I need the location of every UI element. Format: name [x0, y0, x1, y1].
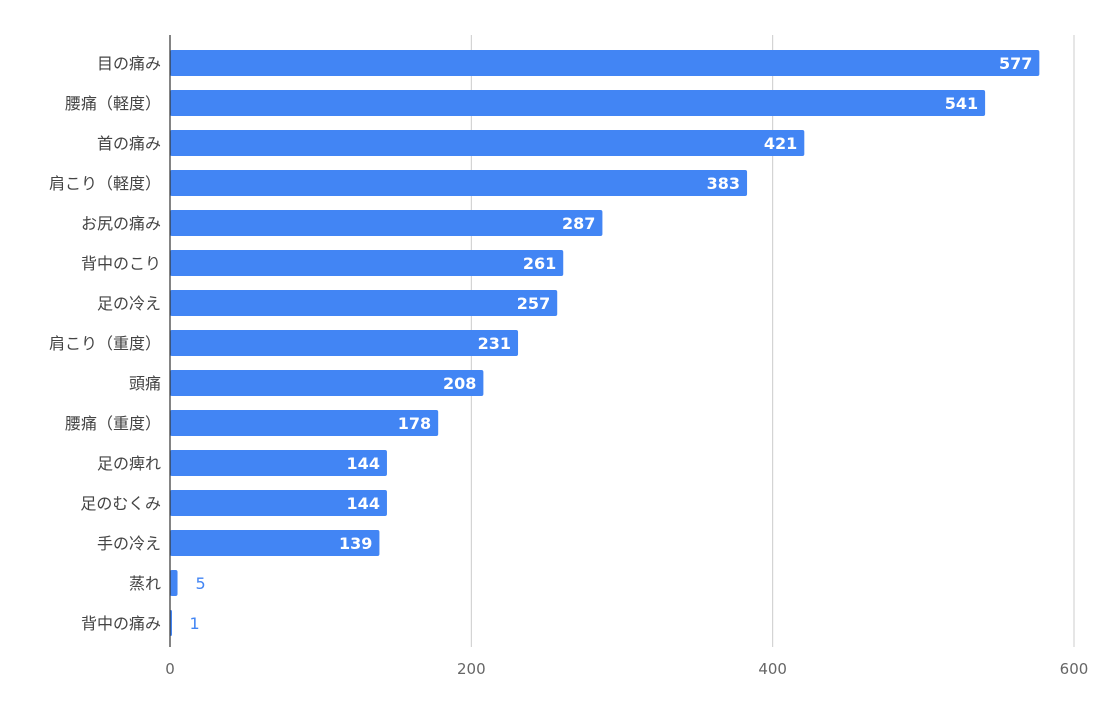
data-label-14: 5 [196, 574, 206, 593]
bar-6 [170, 250, 564, 276]
data-label-13: 139 [339, 534, 372, 553]
data-label-12: 144 [347, 494, 380, 513]
x-tick-label-200: 200 [457, 660, 486, 678]
data-label-1: 577 [999, 54, 1032, 73]
bar-13 [170, 530, 380, 556]
data-label-4: 383 [707, 174, 740, 193]
data-label-11: 144 [347, 454, 380, 473]
data-label-5: 287 [562, 214, 595, 233]
category-label-5: お尻の痛み [81, 214, 161, 233]
category-label-3: 首の痛み [97, 134, 161, 153]
bar-1 [170, 50, 1040, 76]
x-tick-label-400: 400 [758, 660, 787, 678]
bar-5 [170, 210, 603, 236]
bar-2 [170, 90, 986, 116]
bar-3 [170, 130, 805, 156]
category-label-11: 足の痺れ [97, 454, 161, 473]
category-label-6: 背中のこり [81, 254, 161, 273]
category-label-2: 腰痛（軽度） [65, 94, 161, 113]
bar-11 [170, 450, 387, 476]
data-label-7: 257 [517, 294, 550, 313]
gridlines [470, 35, 1075, 647]
data-label-9: 208 [443, 374, 476, 393]
category-label-1: 目の痛み [97, 54, 161, 73]
data-label-6: 261 [523, 254, 556, 273]
data-label-3: 421 [764, 134, 797, 153]
labels: 0 200 400 600 目の痛み 577 腰痛（軽度） 541 首の痛み 421 肩こり（軽度）… [49, 54, 1088, 678]
bar-4 [170, 170, 748, 196]
category-label-9: 頭痛 [129, 374, 161, 393]
bar-14 [170, 570, 178, 596]
bars [170, 50, 1040, 636]
x-tick-label-600: 600 [1060, 660, 1089, 678]
category-label-12: 足のむくみ [80, 494, 161, 513]
data-label-10: 178 [398, 414, 431, 433]
data-label-15: 1 [190, 614, 200, 633]
category-label-15: 背中の痛み [81, 614, 161, 633]
bar-9 [170, 370, 484, 396]
bar-12 [170, 490, 387, 516]
category-label-13: 手の冷え [97, 534, 161, 553]
bar-10 [170, 410, 439, 436]
category-label-7: 足の冷え [97, 294, 161, 313]
category-label-4: 肩こり（軽度） [49, 174, 161, 193]
bar-8 [170, 330, 519, 356]
bar-7 [170, 290, 558, 316]
category-label-14: 蒸れ [129, 574, 161, 593]
x-tick-label-0: 0 [165, 660, 175, 678]
category-label-8: 肩こり（重度） [49, 334, 161, 353]
category-label-10: 腰痛（重度） [65, 414, 161, 433]
data-label-8: 231 [478, 334, 511, 353]
data-label-2: 541 [945, 94, 978, 113]
